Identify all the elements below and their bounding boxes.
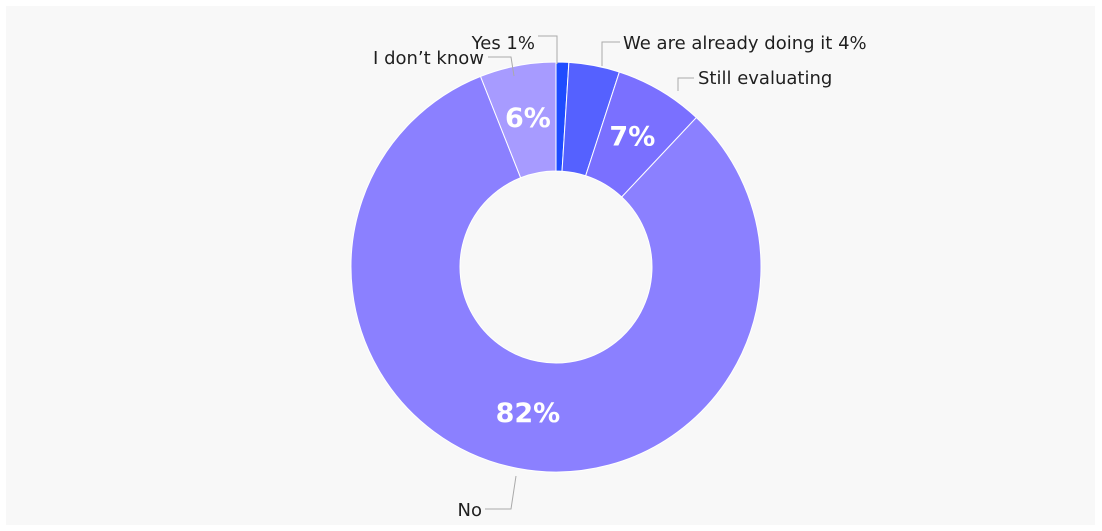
chart-panel: Yes 1% We are already doing it 4% 7% Still … (6, 6, 1095, 525)
slice-labels: Yes 1% We are already doing it 4% 7% Still … (373, 33, 867, 521)
category-label-still-evaluating: Still evaluating (698, 68, 832, 89)
slice-no (350, 75, 762, 473)
value-label-no: 82% (496, 398, 561, 429)
leader-line-i-don-t-know (488, 56, 515, 77)
donut-slices (350, 61, 762, 473)
donut-chart: Yes 1% We are already doing it 4% 7% Still … (350, 33, 867, 521)
category-label-yes: Yes 1% (471, 33, 535, 54)
category-label-no: No (458, 500, 482, 521)
category-label-we-are-already-doing-it: We are already doing it 4% (623, 33, 867, 54)
category-label-i-don-t-know: I don’t know (373, 48, 484, 69)
slice-i-don-t-know (479, 61, 557, 179)
value-label-i-don-t-know: 6% (505, 103, 551, 134)
value-label-still-evaluating: 7% (609, 121, 655, 152)
leader-line-still-evaluating (677, 77, 694, 91)
leader-line-yes (538, 35, 558, 64)
leader-line-we-are-already-doing-it (601, 41, 620, 66)
leader-line-no (485, 475, 517, 510)
leader-lines (485, 35, 694, 510)
